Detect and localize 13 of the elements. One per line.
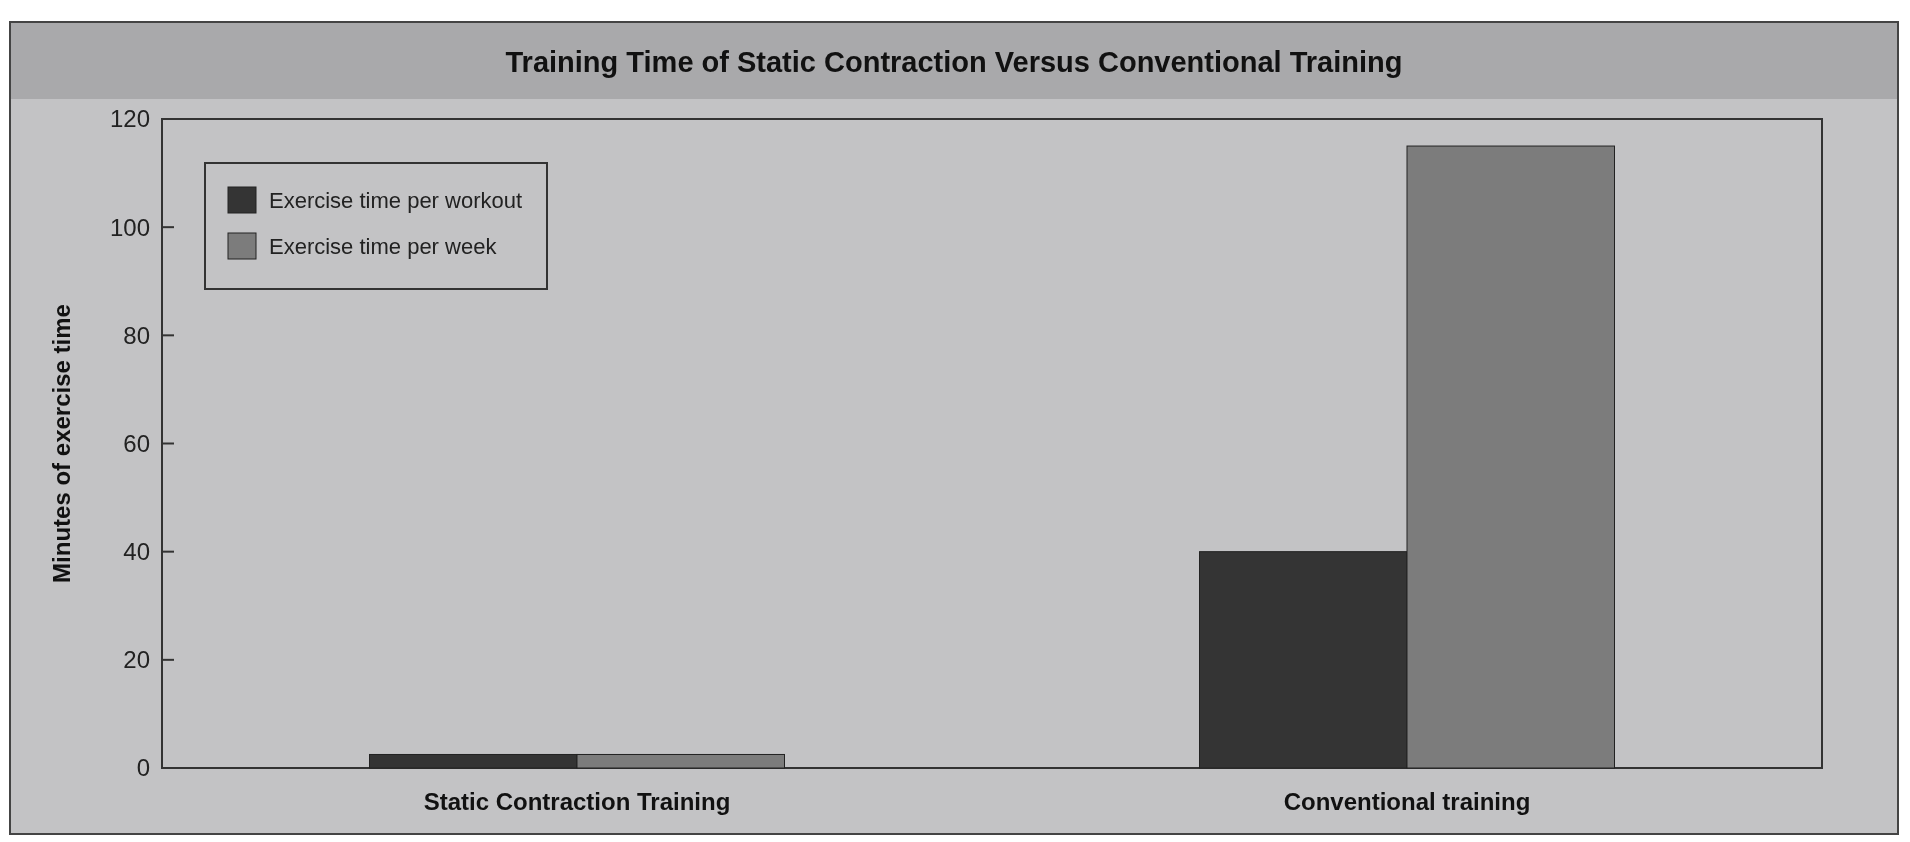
y-tick-label: 20 (123, 646, 150, 674)
y-tick-label: 100 (109, 213, 150, 241)
x-tick-label: Static Contraction Training (423, 788, 731, 815)
x-tick-label: Conventional training (1283, 788, 1531, 815)
legend-label: Exercise time per workout (269, 187, 523, 213)
y-axis-title: Minutes of exercise time (48, 304, 75, 583)
chart-title: Training Time of Static Contraction Versus Conventional Training (505, 46, 1403, 78)
legend-label: Exercise time per week (269, 233, 498, 259)
y-tick-label: 80 (123, 321, 150, 349)
y-tick-label: 0 (136, 754, 150, 782)
y-tick-label: 40 (123, 538, 150, 566)
y-tick-label: 120 (109, 105, 150, 133)
y-tick-label: 60 (123, 429, 150, 457)
